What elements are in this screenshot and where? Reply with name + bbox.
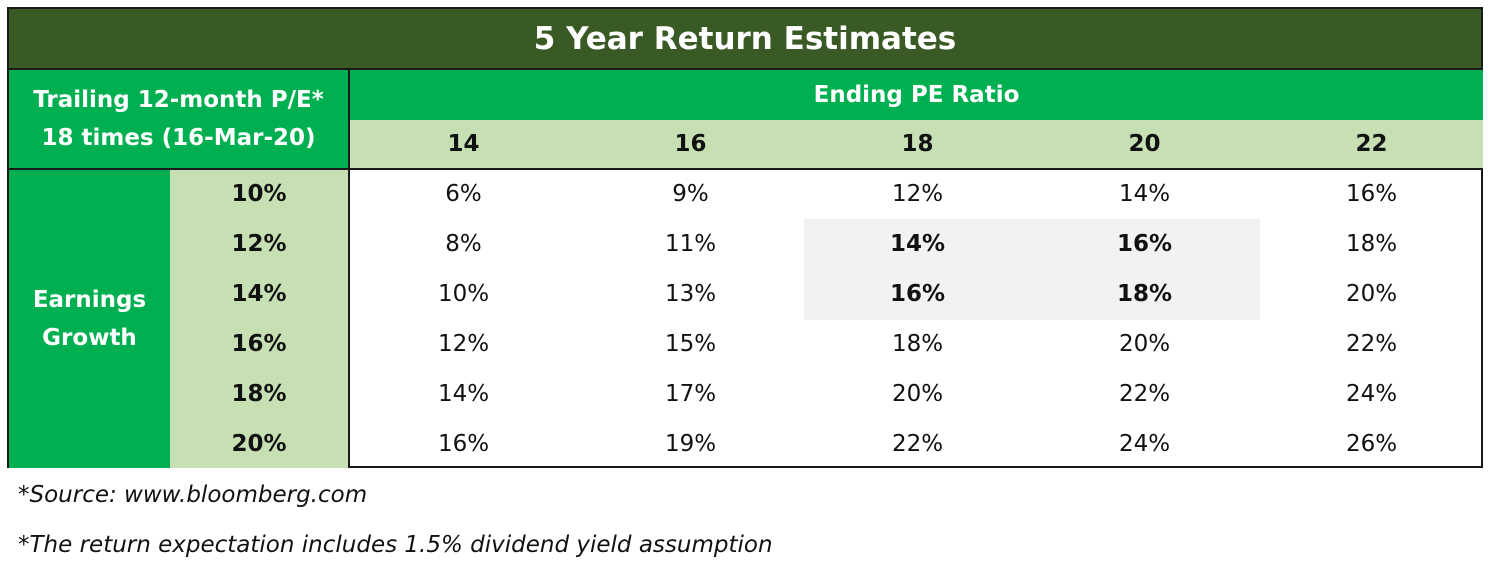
return-cell: 24% [1118,431,1171,457]
ending-pe-header: Ending PE Ratio [350,70,1483,120]
return-cell: 14% [1118,181,1171,207]
return-cell: 22% [1118,381,1171,407]
earnings-growth-cell: 10% [231,181,287,207]
return-cell: 26% [1345,431,1398,457]
pe-ratio-header-cell: 14 [447,131,480,157]
earnings-growth-cell: 12% [231,231,287,257]
return-cell: 16% [1345,181,1398,207]
return-estimates-table: 5 Year Return Estimates Trailing 12-mont… [7,7,1483,468]
earnings-growth-line2: Growth [42,325,137,351]
earnings-growth-header: Earnings Growth [9,170,170,468]
return-cell: 18% [1345,231,1398,257]
trailing-pe-line1: Trailing 12-month P/E* [33,87,324,113]
return-cell: 20% [1118,331,1171,357]
return-cell: 17% [664,381,717,407]
pe-ratio-header-cell: 18 [901,131,934,157]
return-cell: 20% [891,381,944,407]
return-cell: 22% [1345,331,1398,357]
pe-ratio-header-row: 14 16 18 20 22 [350,120,1483,170]
return-cell: 12% [437,331,490,357]
earnings-growth-cell: 20% [231,431,287,457]
return-cell: 13% [664,281,717,307]
return-cell: 12% [891,181,944,207]
return-cell: 22% [891,431,944,457]
trailing-pe-line2: 18 times (16-Mar-20) [41,125,316,151]
earnings-growth-column: 10% 12% 14% 16% 18% 20% [170,170,350,468]
pe-ratio-header-cell: 16 [674,131,707,157]
pe-ratio-header-cell: 20 [1128,131,1161,157]
returns-grid: 6% 9% 12% 14% 16% 8% 11% 14% 16% 18% 10% 13% 16% 18% 2… [350,170,1483,468]
source-note: *Source: www.bloomberg.com [18,482,368,508]
return-cell: 15% [664,331,717,357]
dividend-note: *The return expectation includes 1.5% di… [18,532,773,558]
return-cell: 16% [1116,231,1173,257]
return-cell: 24% [1345,381,1398,407]
return-cell: 20% [1345,281,1398,307]
return-cell: 14% [437,381,490,407]
earnings-growth-cell: 14% [231,281,287,307]
return-cell: 18% [1116,281,1173,307]
highlight-region [804,219,1260,320]
return-cell: 9% [672,181,709,207]
return-cell: 16% [437,431,490,457]
return-cell: 11% [664,231,717,257]
return-cell: 18% [891,331,944,357]
return-cell: 16% [889,281,946,307]
return-cell: 8% [445,231,482,257]
return-cell: 6% [445,181,482,207]
earnings-growth-cell: 18% [231,381,287,407]
table-title: 5 Year Return Estimates [9,9,1481,70]
trailing-pe-header: Trailing 12-month P/E* 18 times (16-Mar-… [9,70,350,170]
return-cell: 10% [437,281,490,307]
return-cell: 19% [664,431,717,457]
return-cell: 14% [889,231,946,257]
earnings-growth-cell: 16% [231,331,287,357]
pe-ratio-header-cell: 22 [1355,131,1388,157]
earnings-growth-line1: Earnings [32,287,147,313]
